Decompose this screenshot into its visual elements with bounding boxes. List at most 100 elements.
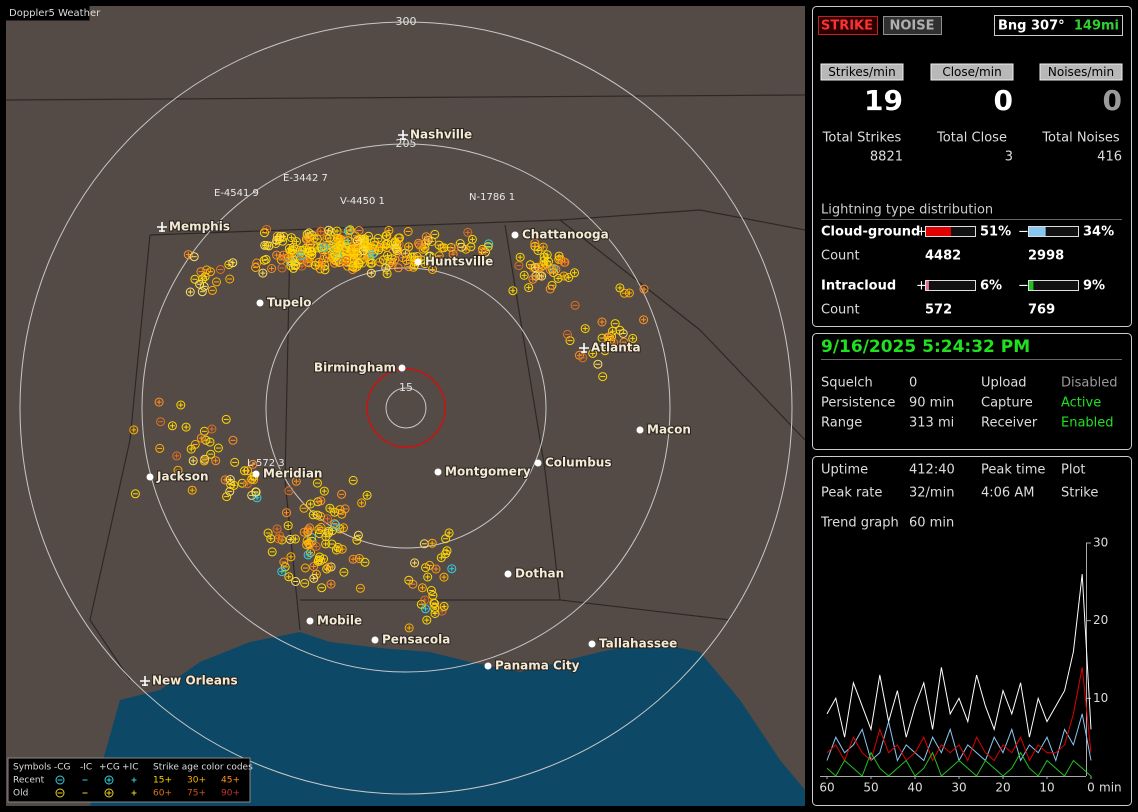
- strike-symbol: [334, 235, 344, 244]
- city-label: Meridian: [263, 467, 322, 481]
- count-label: Count: [821, 303, 860, 318]
- strike-symbol: [610, 319, 620, 329]
- strike-symbol: [519, 270, 529, 280]
- strike-symbol: [559, 258, 569, 267]
- strike-ring: [404, 623, 414, 633]
- strike-ring: [313, 510, 322, 520]
- strike-symbol: [430, 229, 440, 239]
- percent: 34%: [1083, 225, 1114, 240]
- strike-ring: [339, 523, 348, 533]
- strike-ring: [173, 465, 183, 475]
- strike-ring: [615, 325, 625, 335]
- strike-ring: [228, 258, 238, 268]
- sign: +: [916, 279, 927, 294]
- strike-ring: [319, 243, 329, 253]
- strike-ring: [321, 532, 331, 542]
- strike-symbol: [225, 475, 235, 484]
- strike-ring: [404, 262, 414, 272]
- range-label: 205: [396, 137, 417, 150]
- setting: 313 mi: [909, 416, 954, 431]
- strike-symbol: [428, 265, 437, 274]
- strike-symbol: [298, 245, 307, 255]
- rate-header: Noises/min: [1048, 65, 1114, 79]
- total-label: Total Strikes: [822, 131, 902, 146]
- strike-symbol: [205, 437, 215, 447]
- strike-symbol: [392, 239, 402, 249]
- strike-ring: [283, 521, 293, 531]
- strike-symbol: [345, 226, 355, 236]
- strike-ring: [559, 258, 569, 267]
- strike-ring: [580, 324, 590, 334]
- strike-symbol: [335, 505, 345, 515]
- strike-ring: [216, 265, 225, 274]
- strike-symbol: [525, 260, 535, 270]
- x-tick-label: 10: [1039, 781, 1054, 795]
- strike-ring: [284, 486, 294, 496]
- state-borders: [6, 94, 805, 681]
- setting: Enabled: [1061, 416, 1114, 431]
- strike-ring: [366, 268, 376, 278]
- city-dot: [398, 364, 406, 372]
- strike-ring: [348, 475, 358, 485]
- range-label: 15: [399, 381, 413, 394]
- trend-line: [826, 667, 1092, 762]
- strike-ring: [354, 226, 364, 236]
- setting: 90 min: [909, 396, 954, 411]
- city-dot: [306, 617, 314, 625]
- y-tick-label: 10: [1093, 691, 1108, 705]
- strike-ring: [437, 243, 447, 253]
- strike-ring: [559, 271, 569, 281]
- legend-symbol: [104, 775, 114, 785]
- strike-symbol: [284, 253, 293, 262]
- strike-symbol: [230, 457, 240, 467]
- strike-symbol: [183, 250, 193, 260]
- strike-symbol: [358, 246, 368, 256]
- strike-ring: [538, 242, 548, 252]
- strike-symbol: [352, 236, 362, 246]
- strike-symbol: [409, 262, 418, 272]
- strike-symbol: [404, 242, 414, 252]
- strike-ring: [319, 254, 328, 264]
- strike-symbol: [441, 534, 451, 544]
- legend-symbol: [55, 788, 65, 798]
- strike-symbol: [352, 535, 362, 545]
- strike-ring: [195, 279, 205, 289]
- strike-ring: [300, 578, 310, 588]
- strike-ring: [130, 489, 140, 499]
- mode-button[interactable]: [883, 16, 942, 35]
- strike-symbol: [426, 586, 436, 595]
- strike-symbol: [221, 414, 231, 424]
- strike-ring: [322, 564, 332, 574]
- city-dot: [534, 459, 542, 467]
- stat: 412:40: [909, 463, 955, 478]
- strike-ring: [606, 335, 615, 345]
- strike-ring: [428, 265, 437, 274]
- distribution-bar: [926, 227, 951, 236]
- strike-ring: [352, 236, 362, 246]
- strike-ring: [417, 583, 427, 593]
- strike-ring: [359, 240, 369, 250]
- strike-ring: [623, 342, 633, 352]
- bar-track: [1028, 280, 1079, 291]
- distance: 149mi: [1074, 19, 1119, 34]
- strike-ring: [172, 451, 182, 461]
- strike-symbol: [321, 539, 331, 549]
- strike-ring: [334, 235, 344, 244]
- strike-ring: [291, 577, 301, 586]
- strike-symbol: [366, 268, 376, 278]
- city-dot: [588, 640, 596, 648]
- strike-ring: [578, 353, 588, 363]
- mode-button[interactable]: [818, 16, 878, 35]
- strike-symbol: [425, 560, 435, 570]
- strike-ring: [628, 333, 638, 343]
- strike-ring: [370, 237, 379, 247]
- city-label: Nashville: [410, 128, 472, 142]
- strike-ring: [187, 485, 197, 495]
- strike-ring: [320, 265, 330, 275]
- strike-symbol: [321, 532, 331, 542]
- strike-ring: [302, 536, 312, 546]
- legend-header: +CG: [99, 763, 120, 773]
- strike-symbol: [628, 333, 638, 343]
- strike-tag: N-1786 1: [469, 192, 515, 203]
- strike-symbol: [564, 273, 574, 282]
